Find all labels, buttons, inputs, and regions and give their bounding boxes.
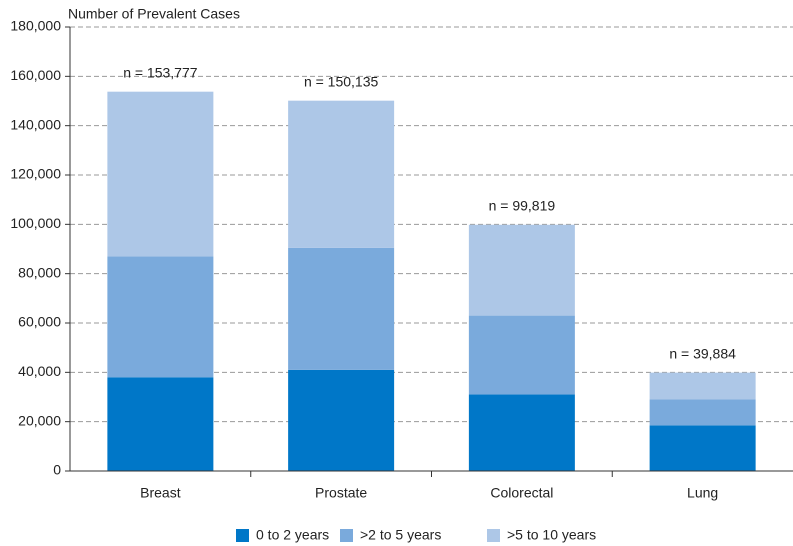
- bar-segment: [288, 369, 395, 471]
- bar-segment: [468, 224, 575, 316]
- bar-segment: [288, 100, 395, 248]
- y-tick-label: 160,000: [10, 67, 61, 83]
- x-tick-label: Breast: [140, 485, 181, 501]
- total-annotation: n = 150,135: [304, 73, 379, 89]
- x-tick-label: Lung: [687, 485, 718, 501]
- bar-segment: [468, 315, 575, 395]
- legend-label: 0 to 2 years: [256, 527, 329, 543]
- bar-segment: [468, 394, 575, 471]
- y-tick-label: 20,000: [18, 412, 61, 428]
- total-annotation: n = 99,819: [489, 197, 556, 213]
- y-axis-title: Number of Prevalent Cases: [68, 6, 240, 22]
- legend-swatch: [236, 529, 249, 542]
- bar-segment: [107, 256, 214, 378]
- bar-segment: [649, 399, 756, 426]
- y-tick-label: 60,000: [18, 314, 61, 330]
- bar-segment: [649, 372, 756, 400]
- bar-segment: [107, 91, 214, 257]
- y-tick-label: 100,000: [10, 215, 61, 231]
- bar-segment: [649, 425, 756, 471]
- x-tick-label: Colorectal: [490, 485, 553, 501]
- y-tick-label: 120,000: [10, 166, 61, 182]
- total-annotation: n = 39,884: [669, 345, 736, 361]
- legend-label: >2 to 5 years: [360, 527, 441, 543]
- legend-swatch: [487, 529, 500, 542]
- legend-label: >5 to 10 years: [507, 527, 596, 543]
- y-tick-label: 140,000: [10, 116, 61, 132]
- y-tick-label: 40,000: [18, 363, 61, 379]
- legend-swatch: [340, 529, 353, 542]
- bar-segment: [288, 247, 395, 370]
- total-annotation: n = 153,777: [123, 64, 198, 80]
- y-tick-label: 180,000: [10, 18, 61, 34]
- x-tick-label: Prostate: [315, 485, 367, 501]
- y-tick-label: 80,000: [18, 264, 61, 280]
- y-tick-label: 0: [53, 462, 61, 478]
- bar-segment: [107, 377, 214, 471]
